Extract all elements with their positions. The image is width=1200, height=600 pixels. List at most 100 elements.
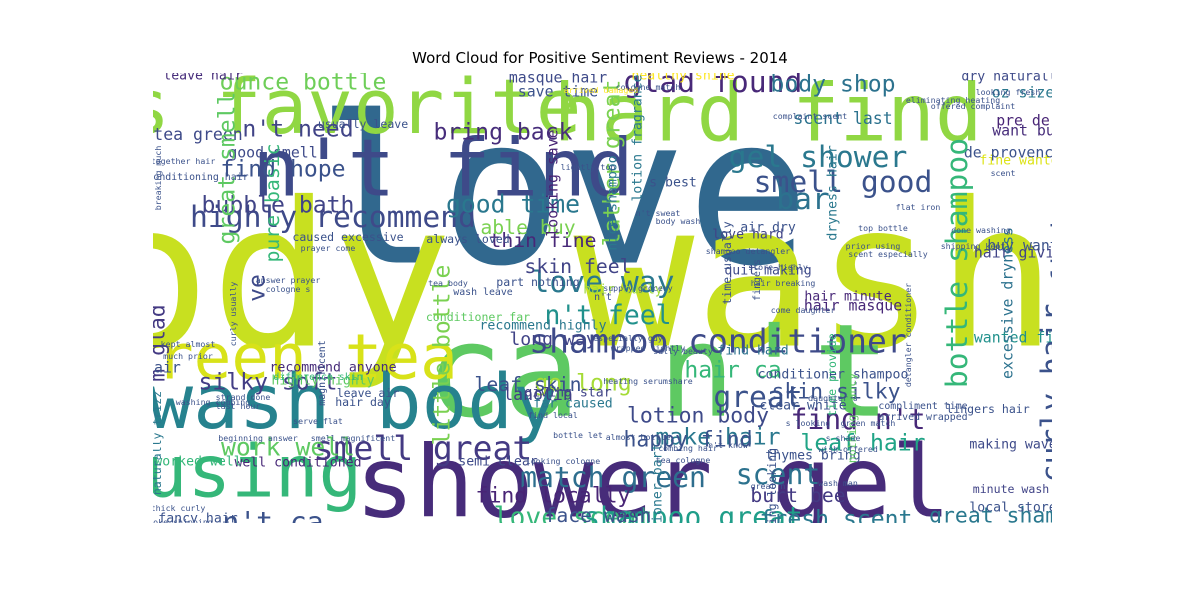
cloud-word: hair day	[335, 395, 391, 410]
cloud-word: leave air	[336, 386, 400, 401]
cloud-word: looking fresh	[975, 86, 1041, 97]
cloud-word: cologne s	[265, 283, 311, 294]
cloud-word: good smell	[228, 143, 318, 162]
cloud-word: come daughter	[770, 304, 836, 315]
cloud-word: hair ca	[684, 357, 782, 384]
cloud-word: find n't	[790, 402, 926, 436]
cloud-word: caused excessive	[292, 230, 404, 245]
cloud-word: looking cologne	[525, 455, 601, 466]
cloud-word: green tea	[153, 320, 458, 394]
cloud-word: happy find	[623, 427, 753, 453]
cloud-word: bottle let	[553, 429, 603, 440]
cloud-word: save time	[517, 82, 599, 101]
cloud-word: kept almost	[160, 338, 216, 349]
cloud-word: find hope	[220, 156, 346, 183]
cloud-word: minute wash	[972, 482, 1050, 497]
cloud-word: bring back	[433, 119, 573, 146]
cloud-word: serve flat	[293, 415, 343, 426]
cloud-word: combing hair	[658, 442, 718, 453]
cloud-word: curly hair	[1035, 303, 1052, 483]
cloud-word: healthy shine	[631, 73, 735, 84]
cloud-word: supply grocery	[603, 282, 673, 293]
cloud-word: n't need	[242, 116, 354, 143]
cloud-word: highly recommend	[190, 200, 476, 236]
cloud-word: arrived wrapped	[878, 412, 968, 424]
cloud-word: buy want	[987, 236, 1052, 255]
cloud-word: offered complaint	[930, 100, 1016, 111]
cloud-word: cologne match	[615, 81, 681, 92]
cloud-word: long way	[509, 328, 597, 350]
cloud-word: washing combing	[175, 396, 251, 407]
cloud-word: s best	[649, 175, 697, 191]
cloud-word: arrived damaged	[563, 84, 639, 95]
cloud-word: oz size	[991, 83, 1052, 102]
cloud-word: time provide	[825, 333, 840, 417]
cloud-word: beginning answer	[218, 432, 298, 443]
cloud-word: hard find	[553, 73, 983, 160]
cloud-word: complaint scent	[772, 110, 848, 121]
cloud-word: broke shipping	[153, 516, 213, 523]
cloud-word: wash body	[153, 358, 559, 447]
cloud-word: daughter s	[808, 392, 858, 403]
cloud-word: leave hair	[163, 73, 243, 84]
cloud-word: body shop	[770, 73, 896, 98]
cloud-word: hair	[153, 358, 181, 377]
cloud-word: lanolin	[503, 384, 573, 404]
cloud-word: making wave	[969, 437, 1052, 453]
cloud-word: dryness hair	[825, 145, 841, 241]
cloud-word: almost bottle	[605, 431, 671, 442]
cloud-word: recommend highly	[479, 318, 607, 334]
cloud-word: glad found	[623, 73, 803, 101]
cloud-word: scent last	[793, 108, 893, 128]
cloud-word: hair curly	[583, 282, 663, 298]
cloud-word: eliminating heating	[905, 94, 1001, 105]
cloud-word: clear white	[759, 398, 847, 414]
cloud-word: ounce bottle	[219, 73, 387, 96]
cloud-word: conditioner far	[425, 310, 531, 325]
cloud-word: scent especially	[848, 248, 928, 259]
cloud-word: air dry	[740, 220, 796, 236]
cloud-word: done washing	[951, 224, 1011, 235]
cloud-word: make hair	[655, 424, 781, 451]
cloud-word: far caused	[533, 396, 613, 412]
cloud-word: hair masque	[803, 296, 903, 315]
cloud-word: thymes bring	[765, 448, 861, 464]
cloud-word: local store	[969, 500, 1052, 516]
cloud-word: ca n't	[425, 297, 891, 447]
cloud-word: bottle shampoo	[940, 137, 976, 389]
cloud-word: hair giving	[973, 243, 1052, 262]
cloud-word: always loved	[426, 232, 510, 247]
cloud-word: find local	[528, 409, 578, 420]
cloud-word: burt bee	[750, 484, 846, 508]
cloud-word: smell good	[753, 165, 933, 201]
cloud-word: much prior	[163, 350, 213, 361]
cloud-word: wanted fine	[973, 328, 1052, 347]
cloud-word: scent	[990, 167, 1016, 178]
cloud-word: pure basic	[261, 143, 285, 263]
cloud-word: n't feel	[544, 299, 672, 331]
cloud-word: smell magnificent	[310, 432, 396, 443]
cloud-word: shampoo detangler	[705, 245, 791, 256]
cloud-word: sally beauty	[653, 345, 713, 356]
cloud-word: recommend anyone	[269, 360, 397, 376]
cloud-word: silky soft	[198, 369, 338, 396]
cloud-word: n't ca	[222, 505, 324, 523]
cloud-word: s favorite	[153, 73, 582, 152]
cloud-word: highly highly	[271, 373, 375, 389]
cloud-word: scent	[735, 457, 821, 491]
cloud-word: compliment time	[878, 401, 968, 413]
cloud-word: thin fine	[489, 229, 597, 253]
cloud-word: body wash	[153, 160, 1052, 394]
cloud-word: masque hair	[508, 73, 608, 87]
cloud-word: hair minute	[804, 289, 892, 305]
cloud-word: prayer come	[300, 242, 356, 253]
cloud-word: bubble bath	[201, 192, 355, 219]
cloud-word: conditioning hair	[153, 172, 249, 184]
cloud-word: wash man	[818, 477, 858, 488]
cloud-word: shampoo conditioner	[529, 321, 907, 361]
cloud-word: shower gel	[354, 425, 952, 524]
cloud-word: n't sweat	[635, 207, 681, 218]
chart-title: Word Cloud for Positive Sentiment Review…	[412, 49, 788, 67]
cloud-word: s shade	[825, 432, 861, 443]
cloud-word: able buy	[480, 216, 576, 240]
